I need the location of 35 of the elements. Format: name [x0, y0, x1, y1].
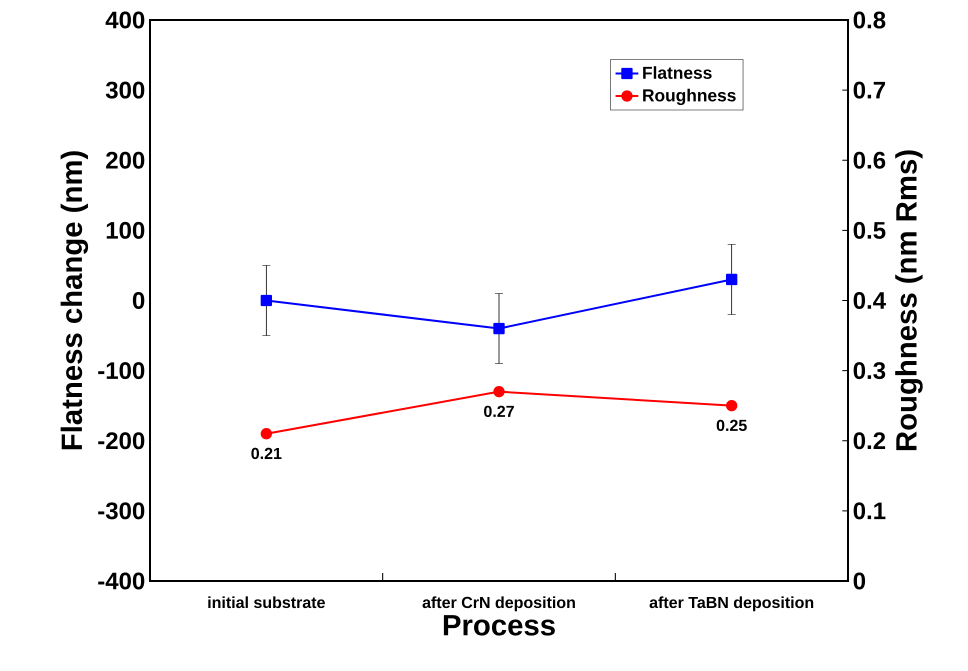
point	[493, 386, 505, 398]
y-tick-label: 100	[106, 222, 144, 239]
data-label: 0.21	[251, 448, 282, 460]
y2-tick-label: 0.4	[854, 292, 886, 309]
y-tick-label: 400	[106, 11, 144, 28]
y2-tick-label: 0.3	[854, 362, 886, 380]
point	[726, 400, 738, 412]
point	[260, 294, 272, 306]
data-label: 0.25	[716, 420, 747, 432]
point	[726, 274, 738, 286]
point	[260, 428, 272, 440]
y-axis-title: Flatness change (nm)	[60, 151, 88, 450]
y2-tick-label: 0.1	[854, 502, 886, 520]
y-tick-label: 200	[106, 152, 144, 169]
legend-label: Flatness	[643, 66, 712, 79]
x-tick-label: after TaBN deposition	[650, 596, 814, 612]
point	[493, 322, 505, 334]
y2-tick-label: 0.7	[854, 82, 886, 99]
y2-tick-label: 0	[854, 572, 866, 590]
x-tick-label: after CrN deposition	[422, 596, 575, 612]
x-tick-label: initial substrate	[208, 596, 325, 608]
y-tick-label: -400	[98, 572, 144, 590]
y2-tick-label: 0.8	[854, 11, 886, 28]
y2-axis-title: Roughness (nm Rms)	[895, 150, 923, 450]
y-tick-label: -100	[98, 362, 144, 380]
y2-tick-label: 0.2	[854, 432, 886, 450]
y-tick-label: -300	[98, 502, 144, 520]
y-tick-label: 300	[106, 82, 144, 99]
y2-tick-label: 0.5	[854, 222, 886, 239]
x-axis-title: Process	[444, 615, 555, 636]
data-label: 0.27	[484, 406, 514, 418]
legend-label: Roughness	[643, 88, 736, 106]
y-tick-label: -200	[98, 432, 144, 450]
y-tick-label: 0	[132, 292, 144, 309]
y2-tick-label: 0.6	[854, 152, 886, 169]
